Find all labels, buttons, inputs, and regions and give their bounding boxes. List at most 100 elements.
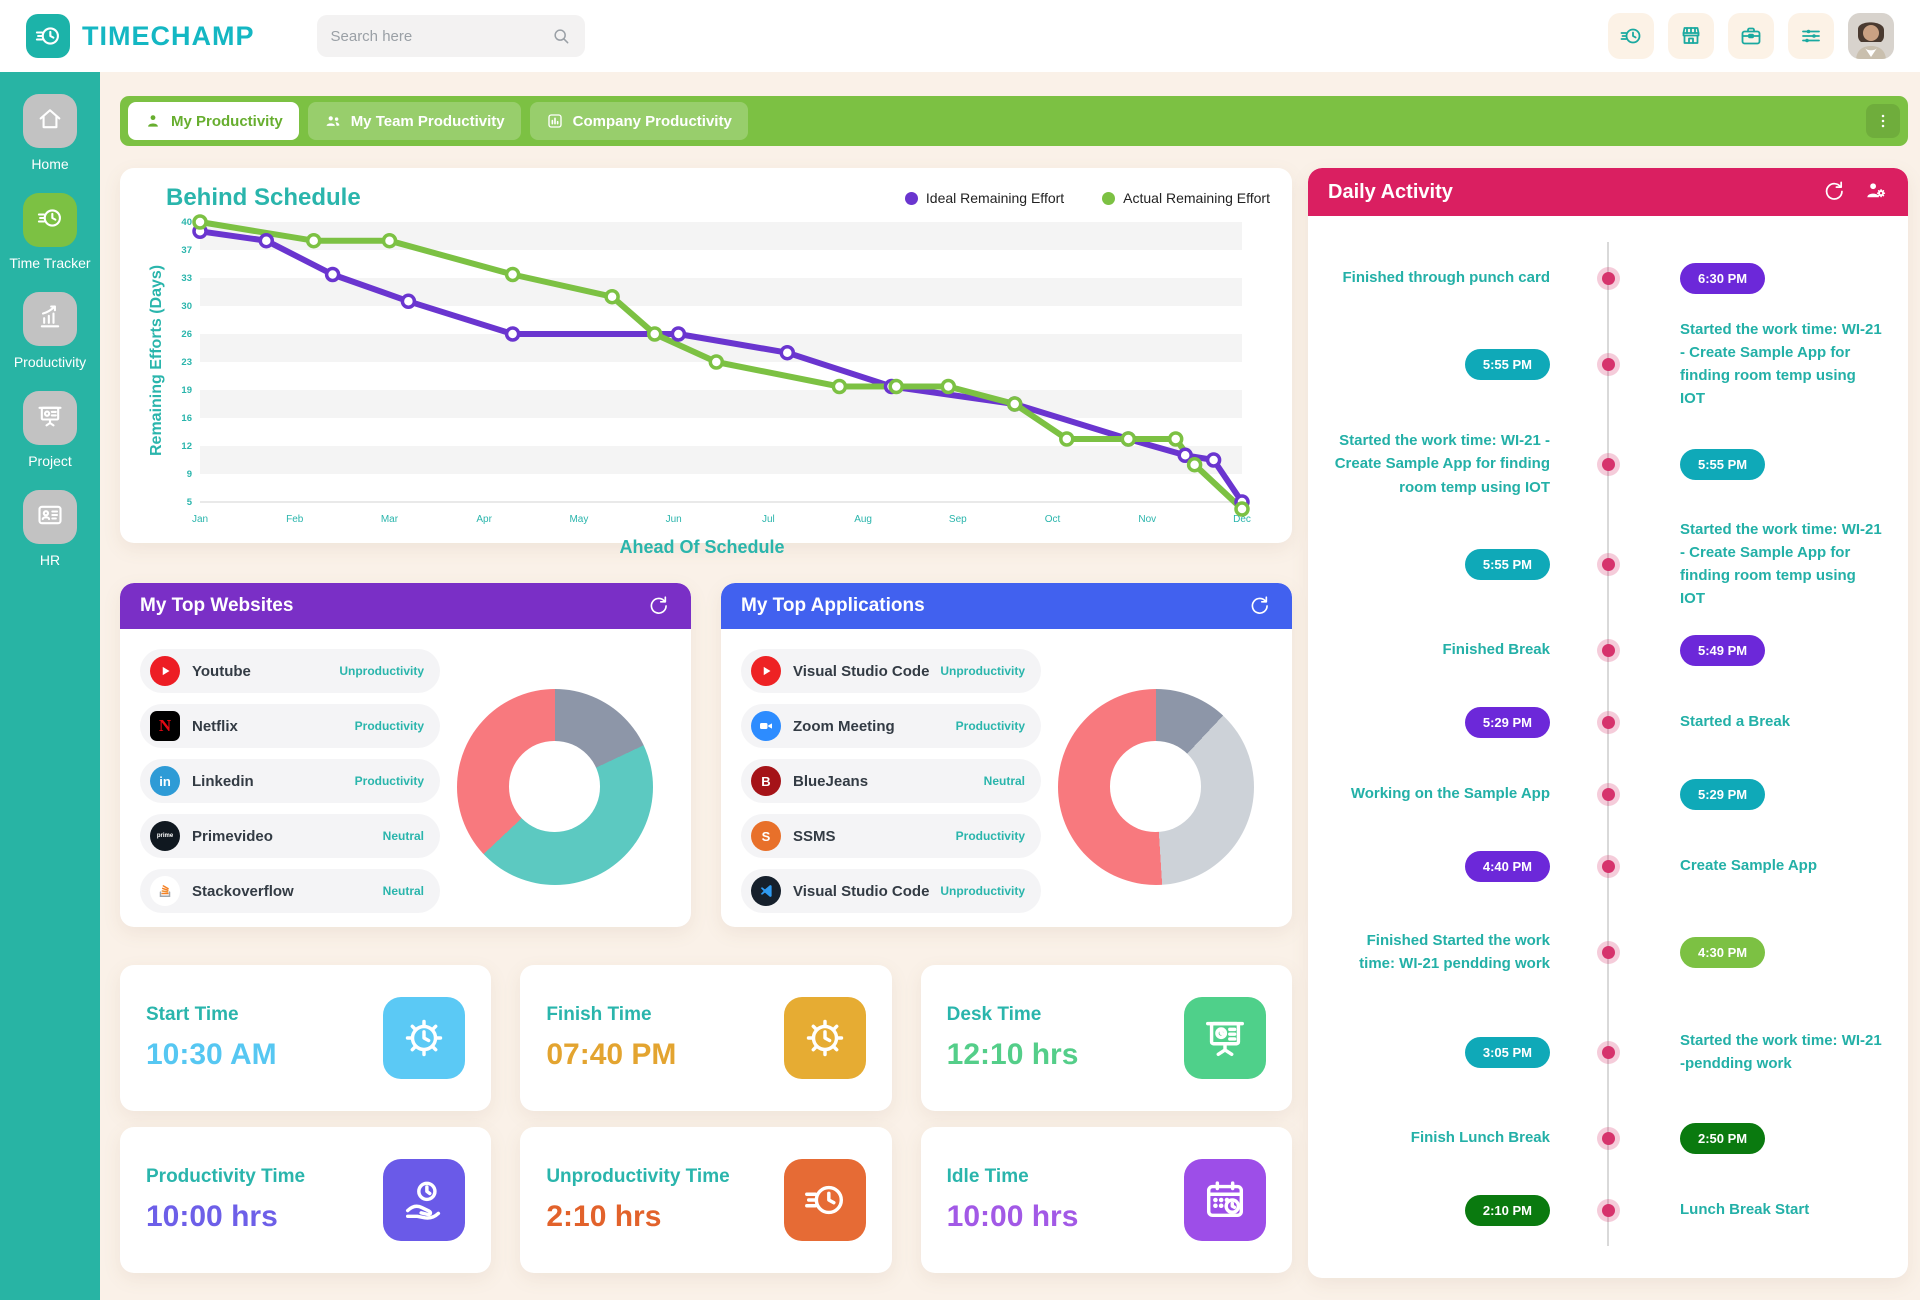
refresh-icon[interactable] [1820,179,1846,205]
briefcase-icon[interactable] [1728,13,1774,59]
chart-legend: Ideal Remaining Effort Actual Remaining E… [904,190,1270,206]
tab-my-productivity[interactable]: My Productivity [128,102,299,140]
time-badge: 2:10 PM [1464,1194,1550,1226]
gear-clock-icon [383,997,466,1079]
activity-text: Finished Started the work time: WI-21 pe… [1359,931,1550,972]
timeline-dot [1601,357,1615,371]
list-item[interactable]: prime Primevideo Neutral [140,814,440,858]
svg-text:33: 33 [181,273,192,284]
list-item[interactable]: S SSMS Productivity [741,814,1041,858]
productivity-tag: Productivity [354,774,424,788]
time-badge: 5:29 PM [1680,778,1766,810]
timeline-dot [1601,715,1615,729]
list-item[interactable]: Zoom Meeting Productivity [741,704,1041,748]
svg-text:Jul: Jul [762,514,775,525]
timeline-entry: 5:55 PM Started the work time: WI-21 - C… [1332,314,1884,414]
legend-item: Ideal Remaining Effort [904,190,1064,206]
list-item[interactable]: Stackoverflow Neutral [140,869,440,913]
stat-card-desk-time: Desk Time 12:10 hrs [920,965,1292,1111]
tab-company-productivity[interactable]: Company Productivity [529,102,748,140]
search-icon[interactable] [551,26,571,46]
activity-text: Started the work time: WI-21 - Create Sa… [1680,520,1882,608]
sidebar-item-home[interactable]: Home [23,94,77,172]
speed-clock-icon [783,1159,866,1241]
list-item[interactable]: Visual Studio Code Unproductivity [741,649,1041,693]
sidebar-item-productivity[interactable]: Productivity [14,292,86,370]
gear-clock-icon [783,997,866,1079]
top-applications-card: My Top Applications Visual Studio Code U… [721,583,1292,927]
youtube-icon [150,656,180,686]
activity-text: Finished through punch card [1342,269,1551,287]
timeline-entry: Finish Lunch Break 2:50 PM [1332,1102,1884,1174]
stat-card-start-time: Start Time 10:30 AM [120,965,492,1111]
brand-clock-icon [26,14,70,58]
svg-text:40: 40 [181,217,192,228]
list-item[interactable]: N Netflix Productivity [140,704,440,748]
timeline-dot [1601,1131,1615,1145]
home-icon [36,105,64,138]
svg-text:Nov: Nov [1138,514,1156,525]
search-input[interactable] [330,27,551,45]
time-badge: 3:05 PM [1464,1036,1550,1068]
timeline-entry: Finished Break 5:49 PM [1332,614,1884,686]
main-content: My Productivity My Team Productivity Compa… [100,72,1920,1300]
top-applications-title: My Top Applications [741,595,925,616]
sidebar: Home Time Tracker Productivity Project H… [0,72,100,1300]
bar-chart-icon [546,112,564,130]
stat-value: 12:10 hrs [946,1038,1079,1071]
person-icon [144,112,162,130]
store-icon[interactable] [1668,13,1714,59]
speed-clock-icon [36,204,64,237]
sidebar-item-time-tracker[interactable]: Time Tracker [9,193,91,271]
top-websites-title: My Top Websites [140,595,294,616]
list-item[interactable]: B BlueJeans Neutral [741,759,1041,803]
list-item[interactable]: Youtube Unproductivity [140,649,440,693]
ssms-icon: S [751,821,781,851]
svg-text:30: 30 [181,301,192,312]
sidebar-item-project[interactable]: Project [23,391,77,469]
stat-card-idle-time: Idle Time 10:00 hrs [920,1127,1292,1273]
time-badge: 4:30 PM [1680,936,1766,968]
speed-clock-icon[interactable] [1608,13,1654,59]
search-bar[interactable] [316,15,585,57]
activity-text: Started the work time: WI-21 - Create Sa… [1680,320,1882,408]
growth-chart-icon [36,303,64,336]
list-item[interactable]: Visual Studio Code Unproductivity [741,869,1041,913]
stat-value: 2:10 hrs [546,1200,662,1233]
legend-item: Actual Remaining Effort [1102,190,1270,206]
timeline-entry: 3:05 PM Started the work time: WI-21 -pe… [1332,1002,1884,1102]
time-badge: 5:55 PM [1464,548,1550,580]
svg-text:Jun: Jun [666,514,682,525]
refresh-icon[interactable] [645,593,671,619]
time-badge: 6:30 PM [1680,262,1766,294]
timeline-entry: Started the work time: WI-21 - Create Sa… [1332,414,1884,514]
website-list: Youtube Unproductivity N Netflix Producti… [140,649,440,924]
time-badge: 5:55 PM [1464,348,1550,380]
timeline-dot [1601,1045,1615,1059]
sliders-icon[interactable] [1788,13,1834,59]
refresh-icon[interactable] [1246,593,1272,619]
time-badge: 5:55 PM [1680,448,1766,480]
productivity-tag: Unproductivity [940,884,1025,898]
svg-text:5: 5 [187,497,193,508]
timeline-dot [1601,787,1615,801]
tab-overflow-menu[interactable] [1866,104,1900,138]
id-card-icon [36,501,64,534]
top-websites-card: My Top Websites Youtube Unproductivity N … [120,583,691,927]
legend-dot [1102,191,1116,205]
list-item[interactable]: in Linkedin Productivity [140,759,440,803]
burndown-chart-card: Behind Schedule Ideal Remaining Effort Ac… [120,168,1292,557]
svg-text:Dec: Dec [1233,514,1251,525]
person-gear-icon[interactable] [1862,179,1888,205]
user-avatar[interactable] [1848,13,1894,59]
svg-text:Mar: Mar [381,514,399,525]
svg-text:26: 26 [181,329,192,340]
topbar-actions [1608,13,1894,59]
time-badge: 2:50 PM [1680,1122,1766,1154]
netflix-icon: N [150,711,180,741]
sidebar-item-hr[interactable]: HR [23,490,77,568]
timeline-entry: 4:40 PM Create Sample App [1332,830,1884,902]
tab-my-team-productivity[interactable]: My Team Productivity [307,102,521,140]
activity-timeline[interactable]: Finished through punch card 6:30 PM 5:55 … [1308,216,1908,1278]
timeline-dot [1601,557,1615,571]
